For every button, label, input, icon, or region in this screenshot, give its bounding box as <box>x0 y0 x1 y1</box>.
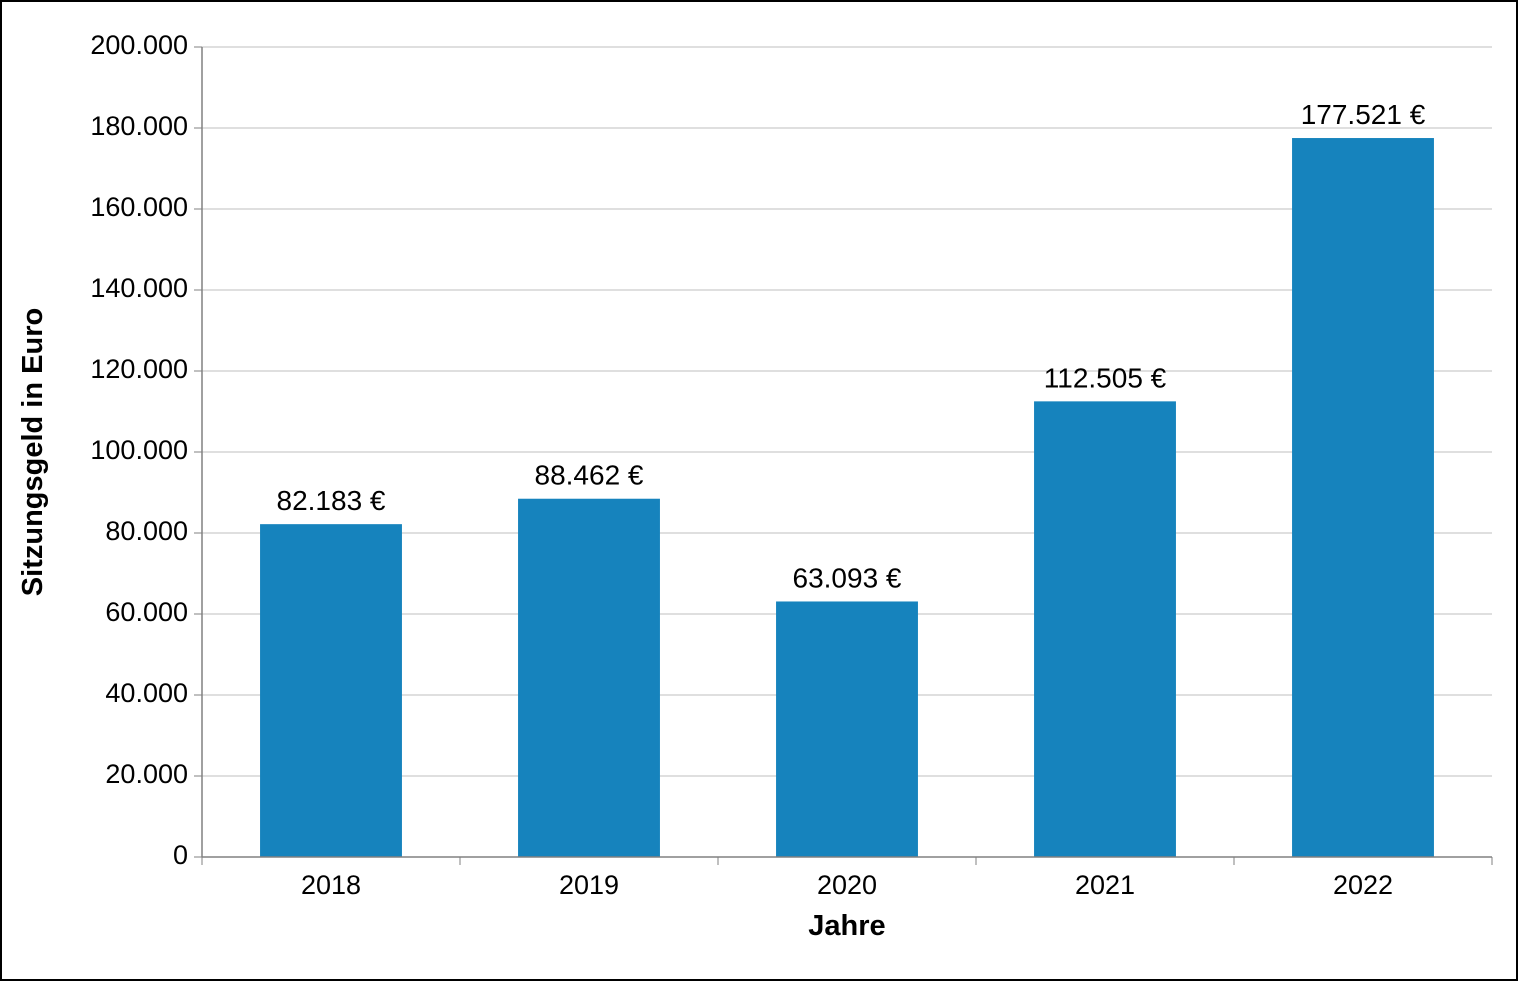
x-tick-label: 2021 <box>1075 870 1135 900</box>
bar <box>260 524 402 857</box>
y-tick-label: 60.000 <box>105 597 188 627</box>
bar <box>776 601 918 857</box>
y-tick-label: 40.000 <box>105 678 188 708</box>
bar <box>1292 138 1434 857</box>
y-tick-label: 20.000 <box>105 759 188 789</box>
bar-value-label: 88.462 € <box>535 460 644 491</box>
y-tick-label: 180.000 <box>90 111 188 141</box>
x-tick-label: 2022 <box>1333 870 1393 900</box>
bar <box>518 499 660 857</box>
x-tick-label: 2020 <box>817 870 877 900</box>
y-tick-label: 0 <box>173 840 188 870</box>
y-tick-label: 140.000 <box>90 273 188 303</box>
y-tick-label: 200.000 <box>90 30 188 60</box>
bar-value-label: 82.183 € <box>277 485 386 516</box>
bar-chart: 0 20.000 40.000 60.000 80.000 100.000 120.000 1… <box>2 2 1518 983</box>
x-tick-label: 2018 <box>301 870 361 900</box>
bar <box>1034 401 1176 857</box>
y-axis-title: Sitzungsgeld in Euro <box>17 308 49 596</box>
x-tick-label: 2019 <box>559 870 619 900</box>
y-tick-label: 120.000 <box>90 354 188 384</box>
x-axis-title: Jahre <box>808 910 885 942</box>
y-tick-label: 100.000 <box>90 435 188 465</box>
bar-value-label: 177.521 € <box>1301 99 1426 130</box>
bar-value-label: 63.093 € <box>793 562 902 593</box>
y-tick-label: 80.000 <box>105 516 188 546</box>
y-tick-label: 160.000 <box>90 192 188 222</box>
bar-value-label: 112.505 € <box>1044 362 1167 393</box>
chart-frame: 0 20.000 40.000 60.000 80.000 100.000 120.000 1… <box>0 0 1518 981</box>
